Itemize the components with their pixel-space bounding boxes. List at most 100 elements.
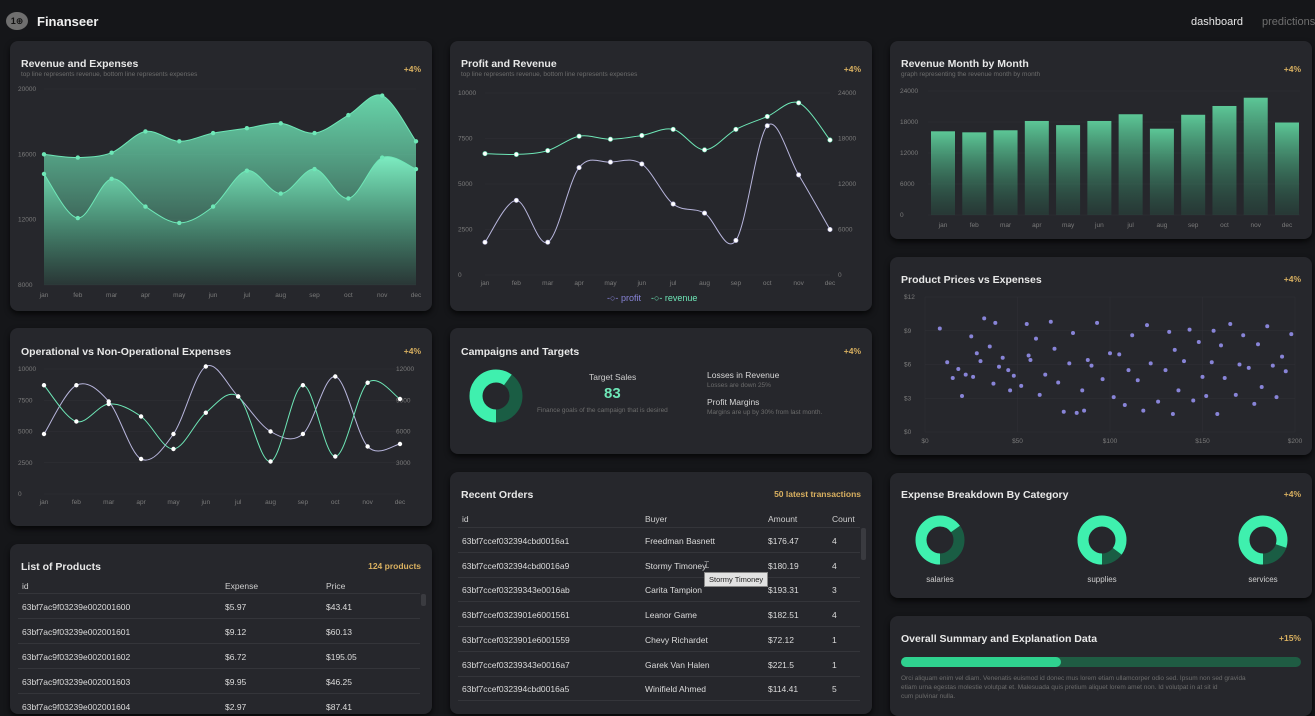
scatter-point xyxy=(1259,385,1264,389)
table-row[interactable]: 63bf7ac9f03239e002001600 $5.97 $43.41 xyxy=(18,594,420,619)
x-tick-label: jul xyxy=(669,280,677,287)
y-tick-label: $9 xyxy=(904,328,912,335)
col-header-buyer[interactable]: Buyer xyxy=(645,514,668,524)
donut-salaries-value xyxy=(915,515,965,565)
x-tick-label: $0 xyxy=(921,438,929,445)
scatter-point xyxy=(1196,340,1201,344)
legend-revenue[interactable]: -○- revenue xyxy=(650,293,698,303)
cell-id: 63bf7ccef0323901e6001561 xyxy=(462,610,570,621)
y-tick-label: $6 xyxy=(904,362,912,369)
card-title: Product Prices vs Expenses xyxy=(901,274,1042,286)
card-title: Operational vs Non-Operational Expenses xyxy=(21,346,232,358)
table-row[interactable]: 63bf7ccef032394cbd0016a9 Stormy Timoney $1… xyxy=(458,553,860,578)
scatter-point xyxy=(937,326,942,331)
expenses-point xyxy=(75,215,81,221)
x-tick-label: jan xyxy=(39,292,49,299)
bar-may xyxy=(1056,125,1081,215)
revenue-point xyxy=(827,137,833,143)
col-header-count[interactable]: Count xyxy=(832,514,855,524)
scatter-point xyxy=(1163,368,1168,373)
cell-buyer: Freedman Basnett xyxy=(645,536,715,546)
x-tick-label: oct xyxy=(331,499,340,506)
x-tick-label: nov xyxy=(362,499,373,506)
table-row[interactable]: 63bf7ccef03239343e0016a7 Garek Van Halen $… xyxy=(458,652,860,677)
scatter-point xyxy=(1156,399,1161,404)
revenue-point xyxy=(379,93,385,98)
scatter-point xyxy=(1191,398,1196,403)
y-tick-label: 18000 xyxy=(900,119,918,126)
y-tick-label: 0 xyxy=(838,272,842,279)
expenses-point xyxy=(210,204,216,209)
scatter-point xyxy=(1246,365,1251,370)
card-title: Recent Orders xyxy=(461,489,534,501)
x-tick-label: mar xyxy=(106,292,118,299)
table-row[interactable]: 63bf7ccef0323901e6001559 Chevy Richardet $… xyxy=(458,627,860,652)
scrollbar[interactable] xyxy=(421,594,426,606)
x-tick-label: jun xyxy=(1094,222,1104,229)
table-row[interactable]: 63bf7ac9f03239e002001604 $2.97 $87.41 xyxy=(18,694,420,714)
expenses-point xyxy=(312,166,317,172)
cursor-icon: ⌶ xyxy=(704,560,710,570)
x-tick-label: $200 xyxy=(1288,438,1303,445)
scatter-point xyxy=(1204,394,1209,398)
tooltip: Stormy Timoney xyxy=(704,572,769,587)
scrollbar[interactable] xyxy=(861,528,866,560)
table-row[interactable]: 63bf7ccef032394cbd0016a5 Winifield Ahmed $… xyxy=(458,676,860,702)
table-row[interactable]: 63bf7ac9f03239e002001601 $9.12 $60.13 xyxy=(18,619,420,644)
scatter-point xyxy=(1019,383,1024,388)
x-tick-label: dec xyxy=(825,280,836,287)
legend-profit[interactable]: -○- profit xyxy=(607,293,641,303)
profit-point xyxy=(733,237,739,243)
card-badge: +4% xyxy=(403,346,421,356)
legend-profit-label: profit xyxy=(620,293,641,303)
scatter-point xyxy=(963,372,968,377)
x-tick-label: may xyxy=(167,499,180,506)
scatter-point xyxy=(982,316,987,321)
profit-point xyxy=(639,161,645,167)
scatter-point xyxy=(1145,323,1149,328)
col-header-price[interactable]: Price xyxy=(326,581,346,591)
operational-card: Operational vs Non-Operational Expenses … xyxy=(10,328,432,526)
revenue-point xyxy=(513,151,519,157)
scatter-point xyxy=(991,381,996,386)
x-tick-label: apr xyxy=(574,280,584,287)
revenue-point xyxy=(75,155,81,160)
donut-supplies xyxy=(1077,515,1127,565)
table-row[interactable]: 63bf7ccef0323901e6001561 Leanor Game $182.… xyxy=(458,602,860,628)
table-row[interactable]: 63bf7ac9f03239e002001602 $6.72 $195.05 xyxy=(18,644,420,669)
x-tick-label: sep xyxy=(1188,222,1199,229)
cell-expense: $9.95 xyxy=(225,677,247,687)
nav-dashboard[interactable]: dashboard xyxy=(1191,16,1243,28)
non-operational-point xyxy=(74,383,79,388)
summary-progress-fill xyxy=(901,657,1061,667)
scatter-point xyxy=(1052,346,1057,351)
cell-id: 63bf7ac9f03239e002001603 xyxy=(22,677,131,687)
summary-card: Overall Summary and Explanation Data +15… xyxy=(890,616,1312,716)
profit-point xyxy=(702,210,708,216)
x-tick-label: aug xyxy=(1156,222,1167,229)
scatter-point xyxy=(1122,403,1127,407)
col-header-id[interactable]: id xyxy=(22,581,29,591)
revenue-point xyxy=(177,139,182,144)
table-row[interactable]: 63bf7ccef03239343e0016ab Carita Tampion $1… xyxy=(458,577,860,603)
operational-point xyxy=(333,454,338,459)
cell-id: 63bf7ccef032394cbd0016a9 xyxy=(462,560,570,571)
col-header-id[interactable]: id xyxy=(462,514,469,524)
nav-predictions[interactable]: predictions xyxy=(1262,16,1315,28)
y-tick-label: 0 xyxy=(18,491,22,498)
scatter-point xyxy=(1056,380,1061,385)
y-tick-label: 6000 xyxy=(396,429,411,436)
x-tick-label: nov xyxy=(793,280,804,287)
revenue-point xyxy=(244,126,250,131)
scatter-point xyxy=(1182,359,1186,364)
donut-label-salaries: salaries xyxy=(926,575,954,584)
table-row[interactable]: 63bf7ccef032394cbd0016a1 Freedman Basnett… xyxy=(458,528,860,553)
table-row[interactable]: 63bf7ac9f03239e002001603 $9.95 $46.25 xyxy=(18,669,420,694)
revenue-point xyxy=(278,121,283,126)
y-tick-label: 24000 xyxy=(838,90,856,97)
col-header-amount[interactable]: Amount xyxy=(768,514,798,524)
y-tick-label: $3 xyxy=(904,395,912,402)
revenue-point xyxy=(607,136,613,142)
col-header-expense[interactable]: Expense xyxy=(225,581,259,591)
card-title: List of Products xyxy=(21,561,101,573)
